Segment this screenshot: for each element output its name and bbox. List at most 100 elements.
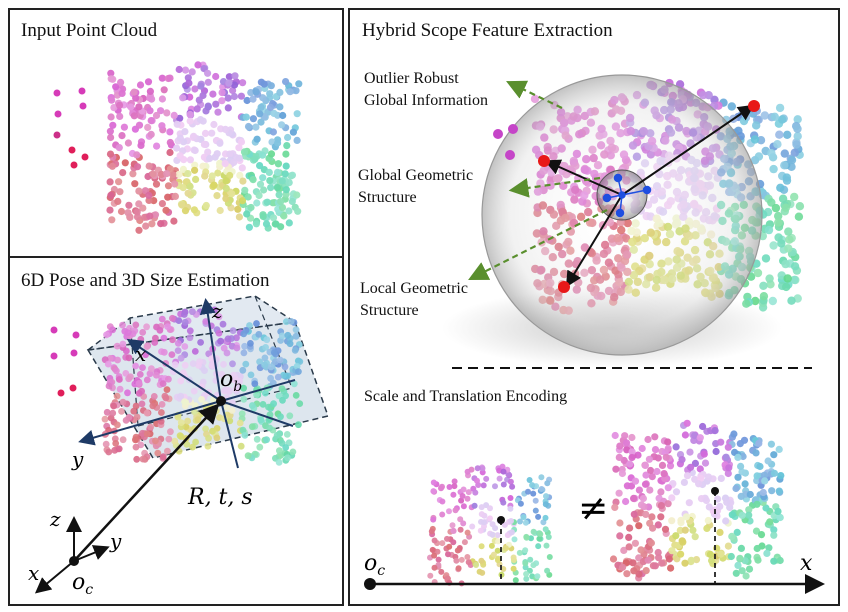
cloud-point <box>626 524 634 532</box>
cloud-point <box>284 454 291 462</box>
cloud-point <box>782 176 792 185</box>
cloud-point <box>222 184 230 192</box>
cloud-point <box>222 177 230 185</box>
cloud-point <box>158 95 166 103</box>
cloud-point <box>773 140 782 149</box>
cloud-point <box>753 500 761 508</box>
cloud-point <box>257 103 265 111</box>
cloud-point <box>450 539 457 546</box>
cloud-point <box>239 366 247 374</box>
cloud-point <box>197 82 205 90</box>
cloud-point <box>171 192 179 200</box>
camera-origin-point <box>69 556 79 566</box>
cloud-point <box>681 559 689 567</box>
cloud-point <box>170 217 178 225</box>
cloud-point <box>512 577 519 584</box>
cloud-point <box>774 211 783 221</box>
cloud-point <box>148 365 155 373</box>
cloud-point <box>145 162 153 170</box>
cloud-point <box>106 178 114 186</box>
cloud-point <box>734 453 742 461</box>
cloud-point <box>242 360 250 368</box>
cloud-point <box>119 340 127 348</box>
cloud-point <box>616 532 624 540</box>
cloud-point <box>179 94 187 102</box>
cloud-point <box>623 446 631 454</box>
cloud-point <box>651 433 659 441</box>
cloud-point <box>657 488 665 496</box>
cloud-point <box>505 471 512 478</box>
cloud-point <box>757 531 766 539</box>
cloud-point <box>107 191 115 199</box>
cloud-point <box>620 546 628 555</box>
cloud-point <box>204 148 212 156</box>
cloud-point <box>752 449 760 457</box>
cloud-point <box>628 448 636 456</box>
cloud-point <box>234 205 242 213</box>
cloud-point <box>480 482 487 489</box>
cloud-point <box>221 125 230 133</box>
cloud-point <box>106 150 115 158</box>
cloud-point <box>691 459 699 467</box>
cloud-point <box>177 419 185 426</box>
cloud-point <box>487 515 493 522</box>
cloud-point <box>226 417 234 425</box>
cloud-point <box>793 124 802 134</box>
cloud-point <box>263 198 271 206</box>
cloud-point <box>103 408 111 416</box>
cloud-point <box>230 81 239 89</box>
cloud-point <box>685 499 693 507</box>
cloud-point <box>267 82 275 90</box>
cloud-point <box>173 120 181 128</box>
cloud-point <box>270 349 278 356</box>
cloud-point <box>215 329 223 337</box>
cloud-point <box>176 114 184 122</box>
cloud-point <box>284 331 292 339</box>
cloud-point <box>158 409 165 416</box>
cloud-point <box>188 68 196 76</box>
cloud-point <box>761 477 769 485</box>
hybrid-outliers <box>493 124 518 160</box>
outlier-label-line2: Global Information <box>364 92 488 109</box>
cloud-point <box>738 567 746 575</box>
cloud-point <box>135 226 143 234</box>
cloud-point <box>256 443 264 451</box>
cloud-point <box>725 464 733 472</box>
cloud-point <box>522 519 529 526</box>
cloud-point <box>492 483 498 490</box>
cloud-point <box>143 343 151 350</box>
cloud-point <box>214 169 222 177</box>
cloud-point <box>495 538 502 545</box>
cloud-point <box>266 411 274 418</box>
cloud-point <box>274 139 282 147</box>
cloud-point <box>775 487 783 495</box>
input-point-cloud-svg <box>53 61 303 234</box>
cloud-point <box>544 567 551 574</box>
cloud-point <box>794 212 804 221</box>
cloud-point <box>697 474 705 482</box>
cloud-point <box>700 450 708 458</box>
cloud-point <box>657 502 665 510</box>
cloud-point <box>770 557 778 565</box>
object-origin-point <box>216 396 226 406</box>
cloud-point <box>243 210 251 218</box>
cloud-point <box>717 550 725 558</box>
cloud-point <box>654 454 662 462</box>
outlier-points <box>53 87 89 169</box>
cloud-point <box>152 437 159 445</box>
cloud-point <box>523 575 530 582</box>
cloud-point <box>285 179 293 187</box>
cloud-point <box>135 380 143 387</box>
cloud-point <box>205 434 213 442</box>
cloud-point <box>204 78 212 86</box>
cloud-point <box>784 244 793 253</box>
cloud-point <box>253 435 261 443</box>
cloud-point <box>190 132 198 140</box>
cloud-point <box>654 548 662 557</box>
obj-y-label: y <box>71 447 84 471</box>
cloud-point <box>464 468 471 475</box>
cloud-point <box>286 88 294 96</box>
cloud-point <box>132 443 140 451</box>
cloud-point <box>189 443 197 451</box>
cloud-point <box>771 203 781 213</box>
